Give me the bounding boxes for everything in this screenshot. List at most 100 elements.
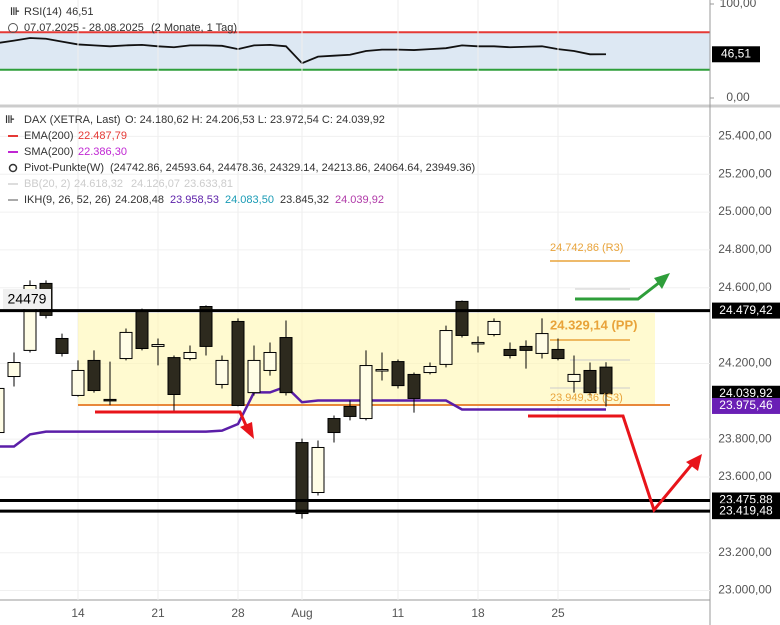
- x-tick-label: 25: [551, 606, 565, 620]
- x-tick-label: 21: [151, 606, 165, 620]
- candle-body: [119, 331, 133, 360]
- candle-body: [71, 369, 85, 396]
- x-tick-label: 11: [392, 606, 405, 620]
- candle-body: [7, 362, 21, 378]
- legend-value: 24.126,07: [131, 178, 180, 190]
- legend-name: DAX (XETRA, Last): [24, 114, 121, 126]
- value-badge: [712, 46, 760, 63]
- candle-body: [279, 337, 293, 394]
- x-tick-label: Aug: [291, 606, 312, 620]
- price-badge-label: 24.479,42: [719, 303, 773, 317]
- rsi-band: [0, 32, 710, 70]
- plot: [0, 280, 710, 519]
- y-tick-label: 24.200,00: [718, 356, 772, 370]
- rsi-value: 46,51: [66, 6, 94, 18]
- candle-body: [215, 359, 229, 385]
- candle-body: [327, 418, 341, 434]
- arrow: [528, 414, 695, 514]
- legend-swatch: [8, 163, 18, 173]
- x-tick-label: 14: [71, 606, 85, 620]
- legend-value: 24.083,50: [225, 194, 274, 206]
- candle-body: [599, 366, 613, 395]
- rsi-panel: [0, 31, 710, 71]
- candle-body: [151, 344, 165, 347]
- price-badge-label: 23.419,48: [719, 503, 773, 517]
- legend-value: 24.039,92: [335, 194, 384, 206]
- candle-body: [503, 348, 517, 357]
- x-tick-label: 18: [471, 606, 485, 620]
- candle-body: [231, 320, 245, 406]
- y-tick-label: 23.000,00: [718, 583, 772, 597]
- y-tick-label: 25.000,00: [718, 204, 772, 218]
- rsi-title: RSI(14): [24, 6, 62, 18]
- value-badge-label: 46,51: [721, 46, 751, 60]
- candle-body: [455, 300, 469, 336]
- legend-name: SMA(200): [24, 146, 74, 158]
- candle-body: [551, 348, 565, 360]
- legend-value: 23.633,81: [184, 178, 233, 190]
- price-badge: [712, 397, 780, 414]
- candle-body: [567, 373, 581, 382]
- candle-body: [439, 330, 453, 365]
- candle-body: [311, 446, 325, 494]
- candle-body: [391, 361, 405, 387]
- y-tick-label: 100,00: [720, 0, 757, 10]
- candle-body: [407, 373, 421, 399]
- arrowhead: [654, 273, 670, 289]
- candle-body: [167, 357, 181, 395]
- y-tick-label: 25.400,00: [718, 129, 772, 143]
- price-badge-label: 23.975,46: [719, 398, 773, 412]
- candle-body: [423, 365, 437, 374]
- overlay-line: [0, 385, 606, 448]
- annotation: 24.329,14 (PP): [550, 317, 637, 332]
- legend-name: EMA(200): [24, 130, 74, 142]
- legend-value: (24742.86, 24593.64, 24478.36, 24329.14,…: [110, 162, 475, 174]
- annotation: 24479: [8, 291, 47, 307]
- legend-name: IKH(9, 26, 52, 26): [24, 194, 111, 206]
- legend-value: 24.618,32: [74, 178, 123, 190]
- legend-ohlc: O: 24.180,62 H: 24.206,53 L: 23.972,54 C…: [125, 114, 385, 126]
- price-badge: [712, 503, 780, 520]
- candle-body: [87, 359, 101, 392]
- candle-body: [343, 405, 357, 417]
- x-tick-label: 28: [231, 606, 245, 620]
- y-tick-label: 25.200,00: [718, 166, 772, 180]
- arrowhead: [240, 422, 254, 439]
- clock-icon: [8, 23, 18, 33]
- axis-labels: 25.400,00 25.200,00 25.000,00 24.800,00 24.6…: [71, 0, 780, 620]
- arrow: [575, 280, 661, 301]
- date-span: (2 Monate, 1 Tag): [151, 22, 237, 34]
- arrow: [95, 410, 250, 431]
- annotation: 23.949,36 (S3): [550, 392, 623, 404]
- y-tick-label: 0,00: [726, 90, 750, 104]
- candle-body: [183, 351, 197, 360]
- candle-body: [0, 387, 5, 434]
- legend-name: BB(20, 2): [24, 178, 70, 190]
- price-badge: [712, 385, 780, 402]
- legend-value: 22.487,79: [78, 130, 127, 142]
- candle-body: [535, 333, 549, 354]
- candle-body: [103, 398, 117, 402]
- candle-body: [471, 341, 485, 345]
- arrowhead: [686, 454, 702, 471]
- legend-value: 23.958,53: [170, 194, 219, 206]
- y-tick-label: 23.800,00: [718, 431, 772, 445]
- date-range: 07.07.2025 - 28.08.2025: [24, 22, 144, 34]
- y-tick-label: 24.800,00: [718, 242, 772, 256]
- price-badge-label: 23.475,88: [719, 493, 773, 507]
- legend-value: 22.386,30: [78, 146, 127, 158]
- candle-body: [359, 365, 373, 420]
- icon: ⊪: [5, 114, 15, 126]
- y-tick-label: 23.200,00: [718, 545, 772, 559]
- price-badge: [712, 302, 780, 319]
- candle-body: [247, 359, 261, 394]
- candle-body: [295, 442, 309, 515]
- legend-name: Pivot-Punkte(W): [24, 162, 104, 174]
- y-tick-label: 24.600,00: [718, 280, 772, 294]
- price-badge-label: 24.039,92: [719, 386, 773, 400]
- y-tick-label: 23.600,00: [718, 469, 772, 483]
- candle-body: [263, 351, 277, 371]
